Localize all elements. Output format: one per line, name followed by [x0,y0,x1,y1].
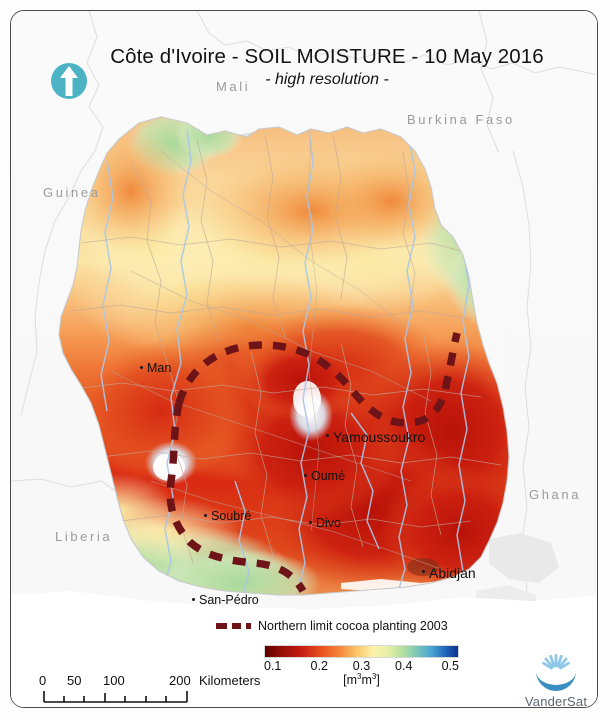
colorbar-tick: 0.4 [395,659,413,673]
map-card: Côte d'Ivoire - SOIL MOISTURE - 10 May 2… [10,10,598,708]
scale-bar-graphic [39,690,249,703]
cocoa-limit-line-west [166,402,307,593]
north-arrow-icon [47,59,91,103]
vandersat-logo: VanderSat [519,649,593,708]
vandersat-sunrise-icon [535,650,577,692]
cocoa-limit-legend: Northern limit cocoa planting 2003 [216,619,448,633]
cocoa-legend-label: Northern limit cocoa planting 2003 [258,619,448,633]
city-marker-dot [304,474,307,477]
units-suffix: ] [376,673,380,688]
units-prefix: [m [343,673,358,688]
scale-label: 50 [67,673,82,688]
scale-label: 200 [169,673,191,688]
colorbar-tick: 0.5 [441,659,459,673]
city-marker-dot [326,434,329,437]
colorbar-tick: 0.1 [264,659,282,673]
city-marker-dot [422,570,425,573]
scale-bar: 0 50 100 200 Kilometers [39,673,260,703]
colorbar-ticks: 0.1 0.2 0.3 0.4 0.5 [264,659,459,673]
map-canvas[interactable] [11,11,597,707]
units-sup2: 3 [371,672,377,681]
country-outline [58,116,510,596]
colorbar-gradient [264,645,459,658]
roads [110,140,442,570]
colorbar-legend: 0.1 0.2 0.3 0.4 0.5 [m3m3] [264,645,459,687]
scale-bar-labels: 0 50 100 200 Kilometers [39,673,260,690]
colorbar-units: [m3m3] [264,672,459,687]
vandersat-wordmark: VanderSat [524,694,588,708]
city-marker-dot [204,514,207,517]
scale-unit-label: Kilometers [199,673,261,688]
rivers [100,128,470,595]
cocoa-dash-swatch [216,623,251,629]
scale-label: 100 [103,673,125,688]
units-mid: m [361,673,372,688]
scale-label: 0 [39,673,47,688]
colorbar-tick: 0.2 [310,659,328,673]
city-marker-dot [192,598,195,601]
soil-moisture-map [11,11,597,707]
cocoa-limit-line-north [175,332,461,427]
city-marker-dot [140,366,143,369]
units-sup1: 3 [357,672,362,681]
colorbar-tick: 0.3 [352,659,371,673]
city-marker-dot [309,521,312,524]
